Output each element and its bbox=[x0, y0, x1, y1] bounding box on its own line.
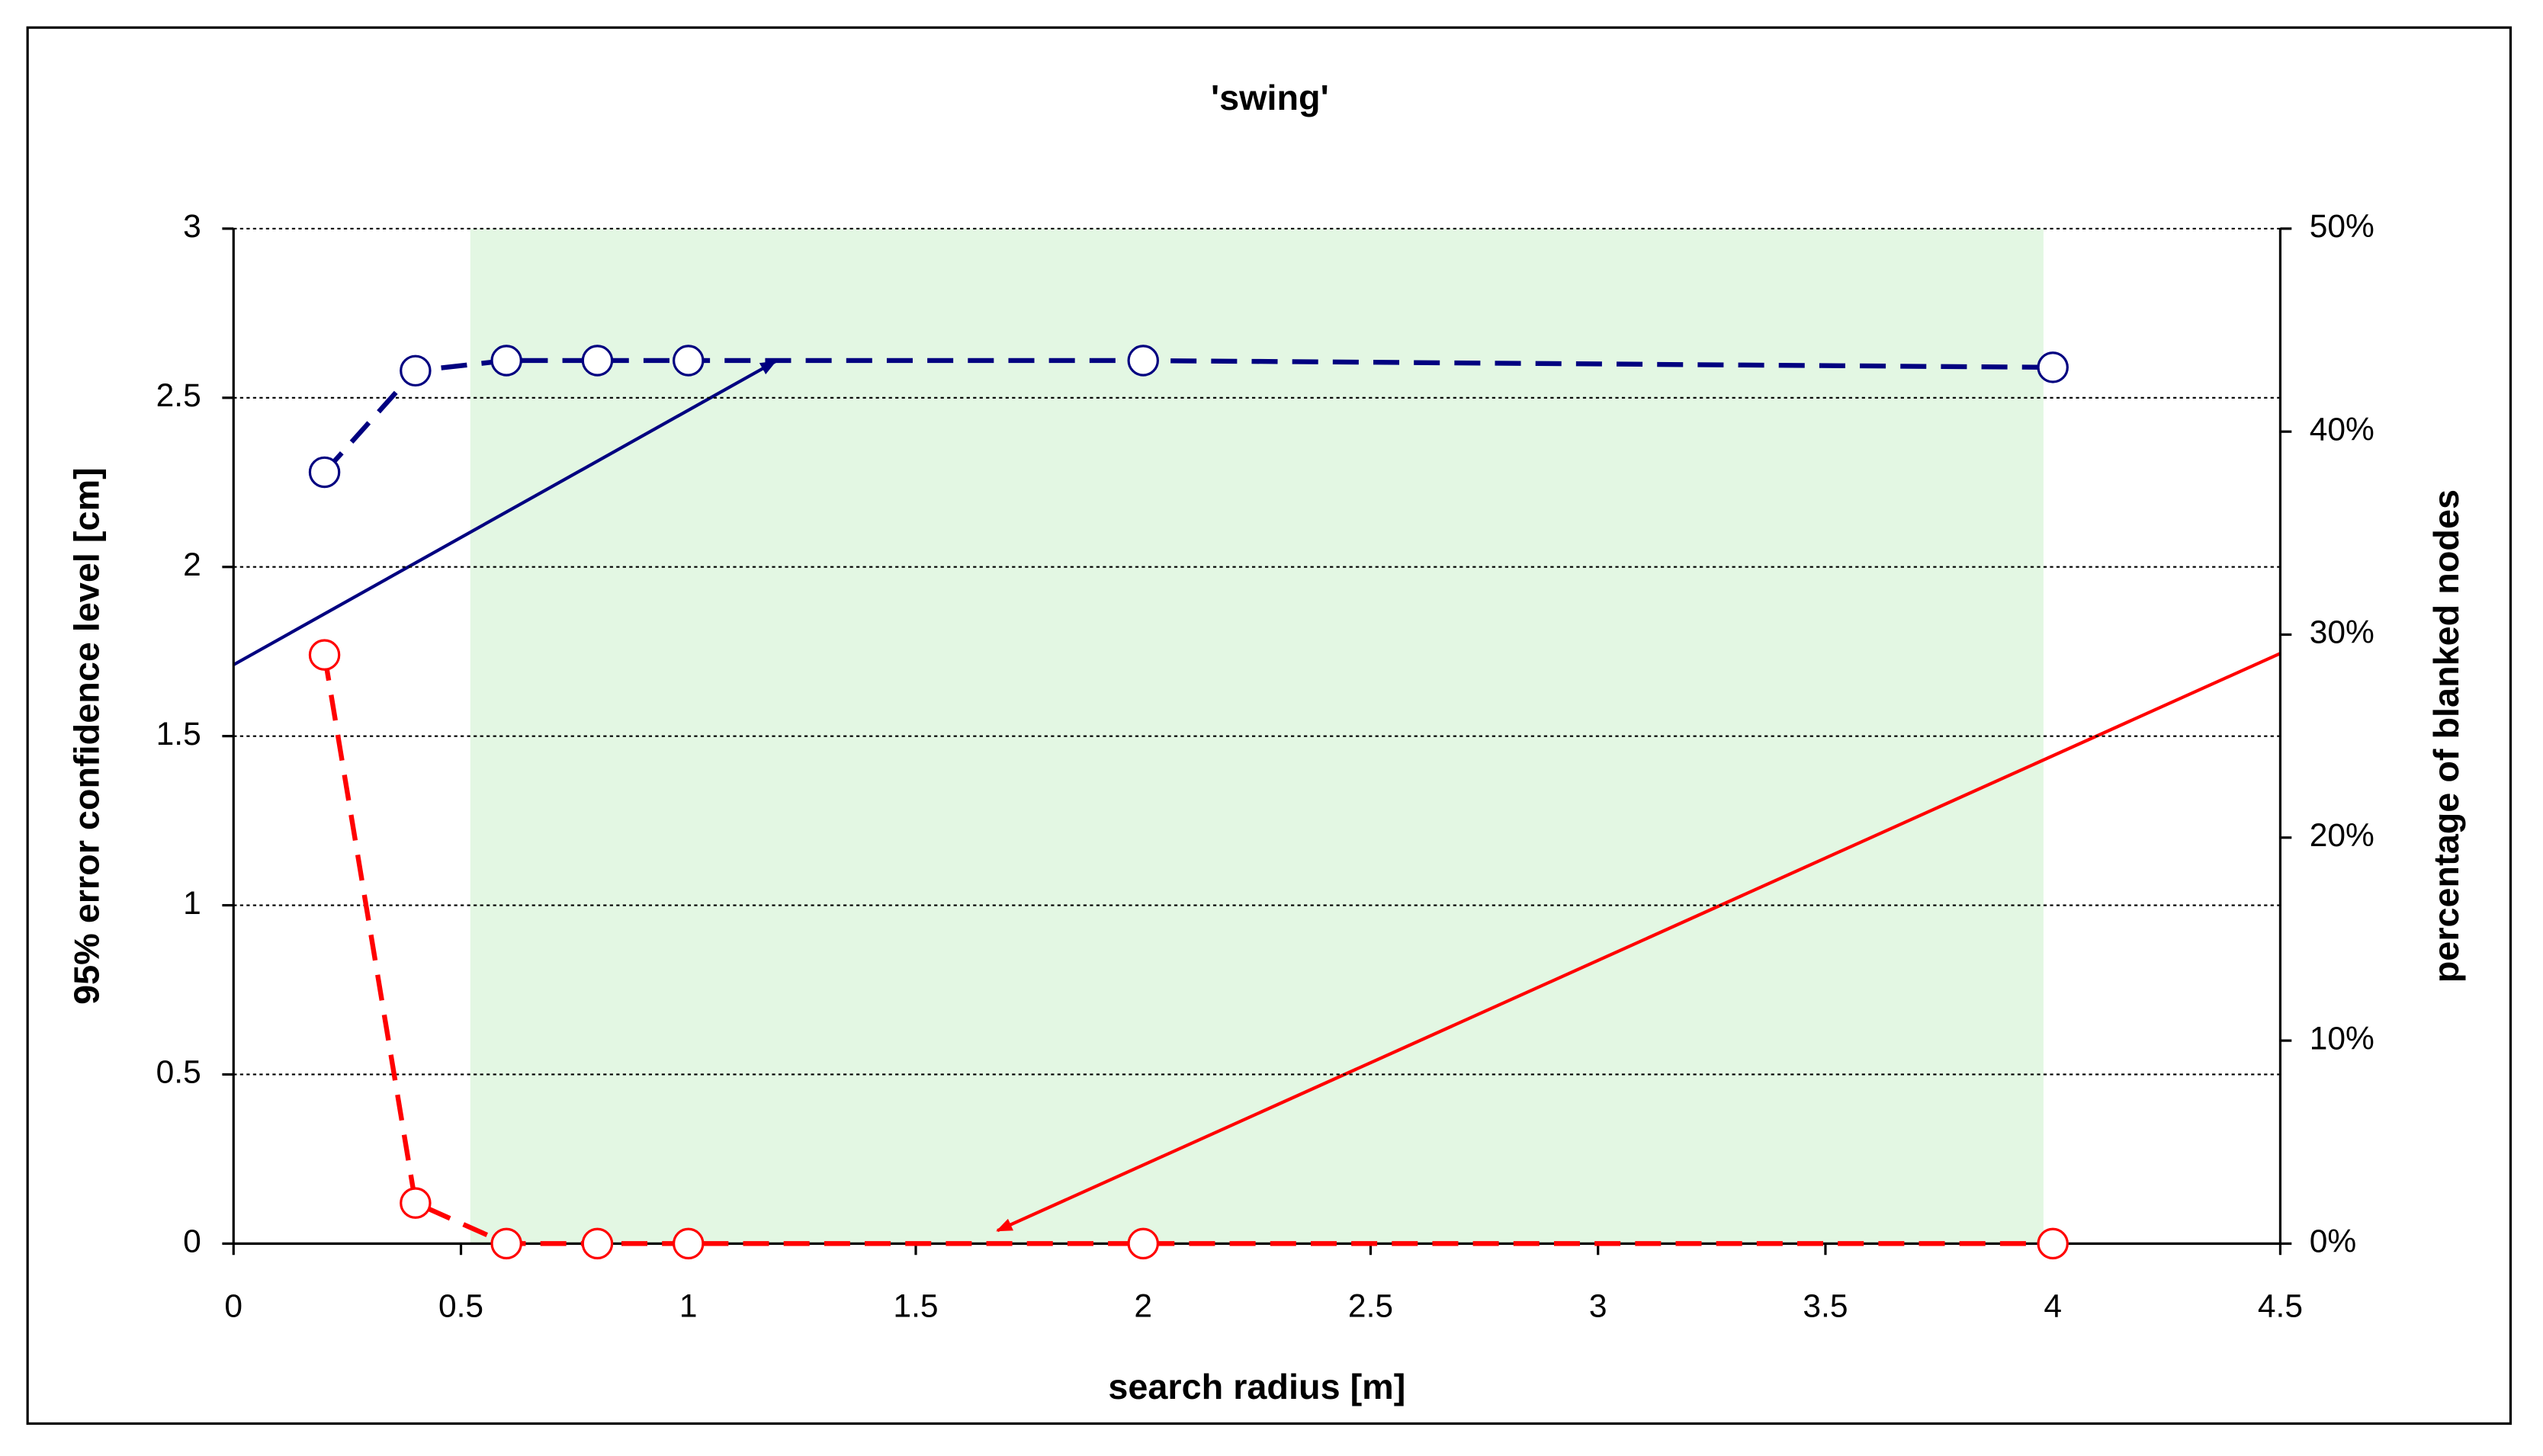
y2-axis-label: percentage of blanked nodes bbox=[2426, 489, 2466, 983]
marker bbox=[581, 1227, 614, 1260]
y-axis-label: 95% error confidence level [cm] bbox=[66, 467, 106, 1005]
chart-title: 'swing' bbox=[1211, 78, 1329, 117]
y-tick-label: 2.5 bbox=[156, 377, 201, 414]
x-axis-label: search radius [m] bbox=[1108, 1367, 1405, 1406]
marker bbox=[1127, 1227, 1159, 1260]
marker bbox=[673, 1227, 705, 1260]
x-tick-label: 4 bbox=[2044, 1288, 2062, 1325]
x-tick-label: 3.5 bbox=[1803, 1288, 1848, 1325]
x-tick-label: 1.5 bbox=[893, 1288, 938, 1325]
x-tick-label: 2 bbox=[1134, 1288, 1152, 1325]
marker bbox=[308, 456, 341, 489]
y-tick-label: 3 bbox=[183, 208, 201, 245]
marker bbox=[308, 639, 341, 671]
y-tick-label: 0 bbox=[183, 1223, 201, 1260]
y-tick-label: 2 bbox=[183, 547, 201, 583]
y-tick-label: 1.5 bbox=[156, 716, 201, 752]
x-tick-label: 0 bbox=[224, 1288, 242, 1325]
x-tick-label: 0.5 bbox=[438, 1288, 483, 1325]
y2-tick-label: 30% bbox=[2310, 614, 2374, 651]
marker bbox=[490, 1227, 522, 1260]
y2-tick-label: 10% bbox=[2310, 1020, 2374, 1057]
y2-tick-label: 50% bbox=[2310, 208, 2374, 245]
y2-tick-label: 20% bbox=[2310, 817, 2374, 854]
highlight-band bbox=[470, 228, 2044, 1244]
marker bbox=[2037, 1227, 2069, 1260]
y2-tick-label: 40% bbox=[2310, 411, 2374, 447]
marker bbox=[581, 345, 614, 377]
x-tick-label: 4.5 bbox=[2258, 1288, 2303, 1325]
arrow bbox=[996, 652, 2281, 1233]
x-tick-label: 2.5 bbox=[1348, 1288, 1393, 1325]
marker bbox=[400, 354, 432, 387]
x-tick-label: 3 bbox=[1589, 1288, 1607, 1325]
y-tick-label: 1 bbox=[183, 885, 201, 922]
y-tick-label: 0.5 bbox=[156, 1054, 201, 1091]
y2-tick-label: 0% bbox=[2310, 1223, 2356, 1260]
marker bbox=[1127, 345, 1159, 377]
marker bbox=[490, 345, 522, 377]
x-tick-label: 1 bbox=[679, 1288, 698, 1325]
marker bbox=[673, 345, 705, 377]
marker bbox=[400, 1187, 432, 1219]
marker bbox=[2037, 351, 2069, 383]
arrow bbox=[233, 360, 777, 666]
